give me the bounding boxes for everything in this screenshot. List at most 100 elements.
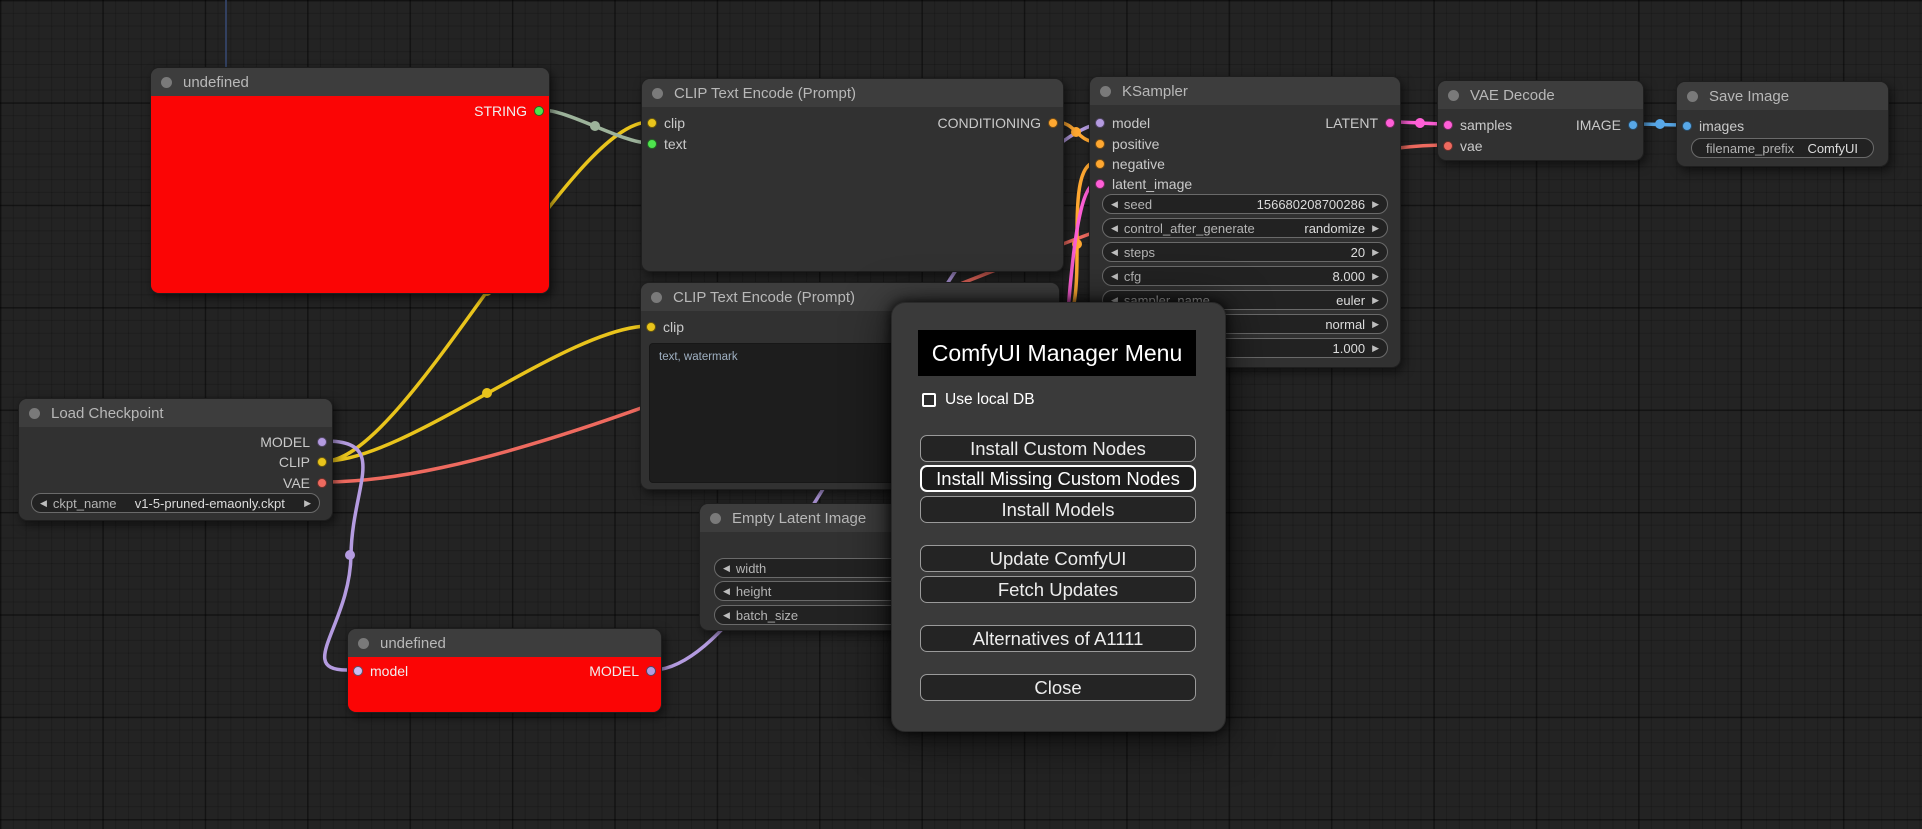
collapse-dot-icon[interactable] — [161, 76, 172, 88]
node-header[interactable]: CLIP Text Encode (Prompt) — [642, 79, 1063, 107]
collapse-dot-icon[interactable] — [710, 512, 721, 524]
output-slot-model[interactable]: MODEL — [260, 434, 332, 450]
input-slot-samples[interactable]: samples — [1438, 117, 1512, 133]
input-dot-icon[interactable] — [1443, 120, 1453, 130]
collapse-dot-icon[interactable] — [1100, 85, 1111, 97]
fetch-updates-button[interactable]: Fetch Updates — [920, 576, 1196, 603]
output-dot-icon[interactable] — [317, 437, 327, 447]
node-header[interactable]: Load Checkpoint — [19, 399, 332, 427]
install-missing-custom-nodes-button[interactable]: Install Missing Custom Nodes — [920, 465, 1196, 492]
install-models-button[interactable]: Install Models — [920, 496, 1196, 523]
increment-arrow-icon[interactable]: ▶ — [1372, 223, 1379, 233]
input-slot-negative[interactable]: negative — [1090, 156, 1165, 172]
output-dot-icon[interactable] — [534, 106, 544, 116]
output-slot-model[interactable]: MODEL — [589, 663, 661, 679]
input-dot-icon[interactable] — [1095, 118, 1105, 128]
output-slot-conditioning[interactable]: CONDITIONING — [938, 115, 1063, 131]
output-dot-icon[interactable] — [317, 478, 327, 488]
collapse-dot-icon[interactable] — [652, 87, 663, 99]
node-header[interactable]: VAE Decode — [1438, 81, 1643, 109]
widget-steps[interactable]: ◀ steps 20 ▶ — [1102, 242, 1388, 262]
increment-arrow-icon[interactable]: ▶ — [1372, 247, 1379, 257]
output-slot-clip[interactable]: CLIP — [279, 454, 332, 470]
install-custom-nodes-button[interactable]: Install Custom Nodes — [920, 435, 1196, 462]
input-dot-icon[interactable] — [353, 666, 363, 676]
input-dot-icon[interactable] — [1095, 179, 1105, 189]
slot-label: VAE — [283, 475, 310, 491]
collapse-dot-icon[interactable] — [651, 291, 662, 303]
decrement-arrow-icon[interactable]: ◀ — [40, 498, 47, 508]
widget-ckpt-name[interactable]: ◀ ckpt_name v1-5-pruned-emaonly.ckpt ▶ — [31, 493, 320, 513]
collapse-dot-icon[interactable] — [29, 407, 40, 419]
slot-label: negative — [1112, 156, 1165, 172]
node-header[interactable]: Save Image — [1677, 82, 1888, 110]
widget-value: euler — [1336, 292, 1366, 308]
node-header[interactable]: undefined — [151, 68, 549, 96]
input-slot-clip[interactable]: clip — [641, 319, 684, 335]
increment-arrow-icon[interactable]: ▶ — [1372, 295, 1379, 305]
output-dot-icon[interactable] — [1048, 118, 1058, 128]
use-local-db-row[interactable]: Use local DB — [922, 391, 1035, 409]
increment-arrow-icon[interactable]: ▶ — [304, 498, 311, 508]
output-slot-latent[interactable]: LATENT — [1325, 115, 1400, 131]
alternatives-of-a1111-button[interactable]: Alternatives of A1111 — [920, 625, 1196, 652]
input-dot-icon[interactable] — [1682, 121, 1692, 131]
output-slot-string[interactable]: STRING — [474, 103, 549, 119]
output-slot-image[interactable]: IMAGE — [1576, 117, 1643, 133]
node-save-image[interactable]: Save Image images filename_prefix ComfyU… — [1676, 81, 1889, 167]
update-comfyui-button[interactable]: Update ComfyUI — [920, 545, 1196, 572]
output-slot-vae[interactable]: VAE — [283, 475, 332, 491]
decrement-arrow-icon[interactable]: ◀ — [1111, 223, 1118, 233]
widget-cfg[interactable]: ◀ cfg 8.000 ▶ — [1102, 266, 1388, 286]
close-button[interactable]: Close — [920, 674, 1196, 701]
slot-label: CLIP — [278, 454, 310, 470]
increment-arrow-icon[interactable]: ▶ — [1372, 199, 1379, 209]
input-slot-model[interactable]: model — [1090, 115, 1150, 131]
output-dot-icon[interactable] — [646, 666, 656, 676]
collapse-dot-icon[interactable] — [1687, 90, 1698, 102]
output-dot-icon[interactable] — [317, 457, 327, 467]
node-load-checkpoint[interactable]: Load Checkpoint MODEL CLIP VAE ◀ ckpt_na… — [18, 398, 333, 521]
node-header[interactable]: KSampler — [1090, 77, 1400, 105]
decrement-arrow-icon[interactable]: ◀ — [1111, 271, 1118, 281]
widget-filename-prefix[interactable]: filename_prefix ComfyUI — [1691, 138, 1874, 158]
collapse-dot-icon[interactable] — [358, 637, 369, 649]
widget-control-after-generate[interactable]: ◀ control_after_generate randomize ▶ — [1102, 218, 1388, 238]
increment-arrow-icon[interactable]: ▶ — [1372, 271, 1379, 281]
widget-value: 20 — [1350, 244, 1366, 260]
increment-arrow-icon[interactable]: ▶ — [1372, 319, 1379, 329]
node-header[interactable]: undefined — [348, 629, 661, 657]
node-undefined-bottom[interactable]: undefined model MODEL — [347, 628, 662, 713]
use-local-db-checkbox[interactable] — [922, 393, 936, 407]
widget-seed[interactable]: ◀ seed 156680208700286 ▶ — [1102, 194, 1388, 214]
node-vae-decode[interactable]: VAE Decode samples vae IMAGE — [1437, 80, 1644, 161]
input-slot-text[interactable]: text — [642, 136, 687, 152]
decrement-arrow-icon[interactable]: ◀ — [1111, 199, 1118, 209]
input-slot-positive[interactable]: positive — [1090, 136, 1159, 152]
decrement-arrow-icon[interactable]: ◀ — [723, 563, 730, 573]
input-dot-icon[interactable] — [646, 322, 656, 332]
input-dot-icon[interactable] — [1095, 159, 1105, 169]
output-dot-icon[interactable] — [1385, 118, 1395, 128]
input-slot-model[interactable]: model — [348, 663, 408, 679]
node-title: undefined — [380, 634, 446, 652]
input-dot-icon[interactable] — [647, 118, 657, 128]
input-slot-latent-image[interactable]: latent_image — [1090, 176, 1192, 192]
node-undefined-top[interactable]: undefined STRING — [150, 67, 550, 294]
increment-arrow-icon[interactable]: ▶ — [1372, 343, 1379, 353]
input-dot-icon[interactable] — [1443, 141, 1453, 151]
input-slot-clip[interactable]: clip — [642, 115, 685, 131]
decrement-arrow-icon[interactable]: ◀ — [1111, 247, 1118, 257]
collapse-dot-icon[interactable] — [1448, 89, 1459, 101]
input-dot-icon[interactable] — [647, 139, 657, 149]
decrement-arrow-icon[interactable]: ◀ — [723, 610, 730, 620]
slot-label: text — [664, 136, 687, 152]
node-clip-text-encode-top[interactable]: CLIP Text Encode (Prompt) clip text COND… — [641, 78, 1064, 272]
output-dot-icon[interactable] — [1628, 120, 1638, 130]
input-slot-images[interactable]: images — [1677, 118, 1744, 134]
input-slot-vae[interactable]: vae — [1438, 138, 1483, 154]
input-dot-icon[interactable] — [1095, 139, 1105, 149]
widget-label: filename_prefix — [1706, 140, 1795, 156]
decrement-arrow-icon[interactable]: ◀ — [723, 586, 730, 596]
widget-label: ckpt_name — [52, 495, 117, 511]
